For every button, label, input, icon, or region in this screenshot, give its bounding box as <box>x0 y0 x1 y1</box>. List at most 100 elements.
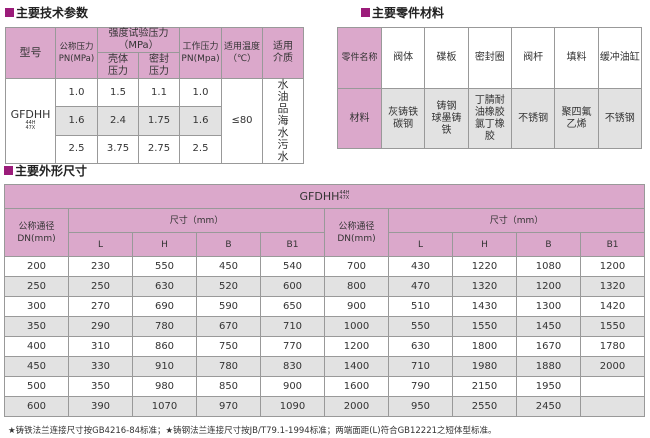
cell: 300 <box>4 296 69 317</box>
cell: 470 <box>388 276 453 297</box>
medium-cell: 水 油品 海水 污水 <box>262 78 304 164</box>
cell: 550 <box>132 256 197 277</box>
cell: 650 <box>260 296 325 317</box>
part-name-cell: 阀杆 <box>510 27 556 89</box>
dims-body: 200 230 550 450 540 700 430 1220 1080 1200 250 250 6… <box>4 256 646 417</box>
cell: 600 <box>4 396 69 417</box>
hdr-dn: 公称通径DN(mm) <box>324 208 389 257</box>
cell: 590 <box>196 296 261 317</box>
col-header: B <box>516 232 581 257</box>
col-header: B1 <box>260 232 325 257</box>
hdr-dn: 公称通径DN(mm) <box>4 208 69 257</box>
cell: 520 <box>196 276 261 297</box>
cell: 1.6 <box>55 106 98 136</box>
cell: 550 <box>388 316 453 337</box>
cell: 710 <box>260 316 325 337</box>
table-row: 300 270 690 590 650 900 510 1430 1300 1420 <box>4 296 646 317</box>
suffix-top: 44H <box>339 189 350 196</box>
part-name-cell: 缓冲油缸 <box>597 27 643 89</box>
suffix-top: 44H <box>25 120 36 126</box>
cell: 1550 <box>579 316 646 337</box>
cell: 290 <box>68 316 133 337</box>
cell: 750 <box>196 336 261 357</box>
cell: 690 <box>132 296 197 317</box>
table-row: 2.5 3.75 2.75 2.5 <box>6 134 304 165</box>
section-title-tech: 主要技术参数 <box>5 4 88 21</box>
hdr-work: 工作压力PN(Mpa) <box>179 27 222 79</box>
cell: 1980 <box>452 356 517 377</box>
cell: 2000 <box>579 356 646 377</box>
cell: 850 <box>196 376 261 397</box>
table-row: 250 250 630 520 600 800 470 1320 1200 1320 <box>4 276 646 297</box>
cell: 230 <box>68 256 133 277</box>
dims-model: GFDHH44H 47X <box>3 184 646 209</box>
cell: 430 <box>388 256 453 277</box>
cell: 1.0 <box>55 77 98 108</box>
title-text: 主要零件材料 <box>372 6 445 20</box>
table-row: 450 330 910 780 830 1400 710 1980 1880 2000 <box>4 356 646 377</box>
cell: 950 <box>388 396 453 417</box>
table-row: 200 230 550 450 540 700 430 1220 1080 1200 <box>4 256 646 277</box>
cell: 910 <box>132 356 197 377</box>
hdr-test: 强度试验压力（MPa） <box>97 27 180 53</box>
cell: 1670 <box>516 336 581 357</box>
cell: 1000 <box>324 316 389 337</box>
cell: 1070 <box>132 396 197 417</box>
suffix-bottom: 47X <box>25 125 36 131</box>
cell: 980 <box>132 376 197 397</box>
cell: 1200 <box>516 276 581 297</box>
dims-table: GFDHH44H 47X 公称通径DN(mm) 尺寸（mm） 公称通径DN(mm) 尺寸… <box>3 184 646 417</box>
cell <box>579 376 646 397</box>
model-suffix: 44H 47X <box>25 121 35 131</box>
cell: 970 <box>196 396 261 417</box>
model-cell: GFDHH44H 47X <box>5 78 56 164</box>
hdr-size: 尺寸（mm） <box>68 208 325 233</box>
cell: 790 <box>388 376 453 397</box>
cell: 2550 <box>452 396 517 417</box>
hdr-pn: 公称压力PN(MPa) <box>55 27 98 79</box>
hdr-seal: 密封压力 <box>138 52 180 79</box>
cell: 780 <box>132 316 197 337</box>
cell: 1090 <box>260 396 325 417</box>
model-suffix: 44H 47X <box>339 189 350 201</box>
footnote: ★铸铁法兰连接尺寸按GB4216-84标准；★铸钢法兰连接尺寸按JB/T79.1… <box>8 426 497 436</box>
square-bullet-icon <box>4 166 13 175</box>
cell: 2.75 <box>138 134 180 165</box>
suffix-bottom: 47X <box>339 194 350 201</box>
cell: 1.5 <box>97 77 139 108</box>
cell: 630 <box>388 336 453 357</box>
cell: 630 <box>132 276 197 297</box>
table-row: 400 310 860 750 770 1200 630 1800 1670 1780 <box>4 336 646 357</box>
hdr-model: 型号 <box>5 27 56 79</box>
cell: 2.4 <box>97 106 139 136</box>
cell: 1320 <box>579 276 646 297</box>
cell: 510 <box>388 296 453 317</box>
cell: 1320 <box>452 276 517 297</box>
cell: 900 <box>260 376 325 397</box>
cell: 3.75 <box>97 134 139 165</box>
cell: 900 <box>324 296 389 317</box>
title-text: 主要外形尺寸 <box>15 164 88 178</box>
part-material-cell: 灰铸铁 碳钢 <box>380 88 426 149</box>
model-text: GFDHH <box>299 189 340 203</box>
cell: 450 <box>4 356 69 377</box>
cell: 500 <box>4 376 69 397</box>
cell: 200 <box>4 256 69 277</box>
hdr-medium: 适用介质 <box>262 27 304 79</box>
cell: 1400 <box>324 356 389 377</box>
cell: 250 <box>68 276 133 297</box>
cell: 1420 <box>579 296 646 317</box>
cell: 1430 <box>452 296 517 317</box>
col-header: H <box>452 232 517 257</box>
cell: 1200 <box>324 336 389 357</box>
table-row: 600 390 1070 970 1090 2000 950 2550 2450 <box>4 396 646 417</box>
cell: 1950 <box>516 376 581 397</box>
hdr-shell: 壳体压力 <box>97 52 139 79</box>
title-text: 主要技术参数 <box>16 6 89 20</box>
cell: 1550 <box>452 316 517 337</box>
section-title-dims: 主要外形尺寸 <box>4 162 87 179</box>
cell: 2150 <box>452 376 517 397</box>
section-title-parts: 主要零件材料 <box>361 4 444 21</box>
cell <box>579 396 646 417</box>
cell: 2.5 <box>55 134 98 165</box>
